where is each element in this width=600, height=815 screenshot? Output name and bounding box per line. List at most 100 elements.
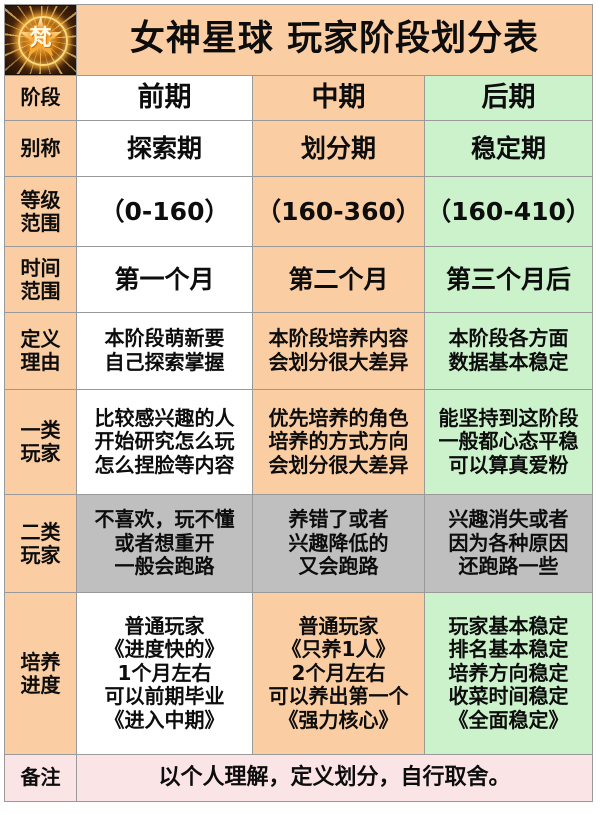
cell-line: 《全面稳定》	[448, 707, 569, 732]
cell-line: 比较感兴趣的人	[94, 405, 235, 430]
table-row: 一类 玩家 比较感兴趣的人 开始研究怎么玩 怎么捏脸等内容 优先培养的角色 培养…	[4, 389, 594, 495]
cell-line: 本阶段萌新要	[104, 326, 225, 351]
table-row: 培养 进度 普通玩家 《进度快的》 1个月左右 可以前期毕业 《进入中期》 普通…	[4, 592, 594, 755]
label-line: 理由	[20, 350, 61, 374]
cell-line: 一般都心态平稳	[438, 429, 579, 454]
cell-definition-late: 本阶段各方面 数据基本稳定	[423, 312, 594, 390]
cell-level-mid: （160-360）	[252, 176, 425, 247]
stage-header-early: 前期	[76, 75, 253, 121]
cell-line: 一般会跑路	[114, 554, 215, 579]
cell-line: 培养的方式方向	[268, 429, 409, 454]
cell-line: 可以算真爱粉	[448, 452, 569, 477]
cell-line: 排名基本稳定	[448, 637, 569, 662]
row-label-training-progress: 培养 进度	[4, 592, 77, 755]
row-label-remark: 备注	[4, 754, 77, 802]
label-line: 进度	[20, 672, 61, 697]
cell-type-one-mid: 优先培养的角色 培养的方式方向 会划分很大差异	[252, 389, 425, 495]
player-stage-table: 梵 女神星球 玩家阶段划分表 阶段 前期 中期 后期 别称 探索期 划分期 稳定…	[4, 4, 594, 802]
cell-line: 因为各种原因	[448, 530, 569, 555]
stage-header-row: 阶段 前期 中期 后期	[4, 75, 594, 121]
cell-alias-mid: 划分期	[252, 120, 425, 177]
cell-type-two-late: 兴趣消失或者 因为各种原因 还跑路一些	[423, 494, 594, 593]
table-body: 梵 女神星球 玩家阶段划分表 阶段 前期 中期 后期 别称 探索期 划分期 稳定…	[4, 4, 594, 802]
logo-character: 梵	[29, 25, 52, 51]
cell-line: 会划分很大差异	[268, 452, 409, 477]
cell-line: 兴趣消失或者	[448, 507, 569, 532]
cell-line: 培养方向稳定	[448, 660, 569, 685]
label-line: 等级	[20, 187, 61, 212]
cell-line: 养错了或者	[288, 507, 389, 532]
row-label-definition: 定义 理由	[4, 312, 77, 390]
cell-line: 可以前期毕业	[104, 684, 225, 709]
cell-line: 2个月左右	[291, 660, 386, 685]
label-line: 玩家	[20, 542, 61, 567]
cell-line: 不喜欢，玩不懂	[94, 507, 235, 532]
cell-line: 数据基本稳定	[448, 350, 569, 374]
table-row: 时间 范围 第一个月 第二个月 第三个月后	[4, 246, 594, 313]
cell-line: 还跑路一些	[458, 554, 559, 579]
cell-line: 又会跑路	[298, 554, 379, 579]
label-line: 玩家	[20, 441, 61, 465]
cell-definition-mid: 本阶段培养内容 会划分很大差异	[252, 312, 425, 390]
cell-level-early: （0-160）	[76, 176, 253, 247]
label-line: 培养	[20, 649, 61, 674]
cell-line: 自己探索掌握	[104, 350, 225, 374]
label-line: 范围	[20, 210, 61, 235]
title-row: 梵 女神星球 玩家阶段划分表	[4, 4, 594, 76]
row-label-alias: 别称	[4, 120, 77, 177]
cell-time-late: 第三个月后	[423, 246, 594, 313]
cell-line: 《进度快的》	[104, 637, 225, 662]
cell-time-mid: 第二个月	[252, 246, 425, 313]
row-label-time-range: 时间 范围	[4, 246, 77, 313]
label-line: 二类	[20, 519, 61, 544]
cell-line: 《进入中期》	[104, 707, 225, 732]
cell-line: 优先培养的角色	[268, 405, 409, 430]
cell-line: 《只养1人》	[281, 637, 396, 662]
table-row: 定义 理由 本阶段萌新要 自己探索掌握 本阶段培养内容 会划分很大差异 本阶段各…	[4, 312, 594, 390]
cell-line: 或者想重开	[114, 530, 215, 555]
table-row: 二类 玩家 不喜欢，玩不懂 或者想重开 一般会跑路 养错了或者 兴趣降低的 又会…	[4, 494, 594, 593]
cell-type-one-late: 能坚持到这阶段 一般都心态平稳 可以算真爱粉	[423, 389, 594, 495]
cell-alias-early: 探索期	[76, 120, 253, 177]
cell-line: 玩家基本稳定	[448, 613, 569, 638]
label-line: 时间	[20, 255, 61, 280]
footer-row: 备注 以个人理解，定义划分，自行取舍。	[4, 754, 594, 802]
cell-progress-early: 普通玩家 《进度快的》 1个月左右 可以前期毕业 《进入中期》	[76, 592, 253, 755]
cell-alias-late: 稳定期	[423, 120, 594, 177]
cell-line: 《强力核心》	[278, 707, 399, 732]
row-label-stage: 阶段	[4, 75, 77, 121]
glowing-star-emblem-icon: 梵	[5, 6, 76, 74]
cell-line: 兴趣降低的	[288, 530, 389, 555]
cell-level-late: （160-410）	[423, 176, 594, 247]
label-line: 定义	[20, 327, 61, 351]
cell-line: 会划分很大差异	[268, 350, 409, 374]
cell-line: 收菜时间稳定	[448, 684, 569, 709]
logo-cell: 梵	[4, 4, 77, 76]
cell-line: 开始研究怎么玩	[94, 429, 235, 454]
table-row: 等级 范围 （0-160） （160-360） （160-410）	[4, 176, 594, 247]
cell-line: 怎么捏脸等内容	[94, 452, 235, 477]
cell-type-two-mid: 养错了或者 兴趣降低的 又会跑路	[252, 494, 425, 593]
cell-line: 1个月左右	[117, 660, 212, 685]
footer-note: 以个人理解，定义划分，自行取舍。	[75, 754, 594, 802]
label-line: 一类	[20, 418, 61, 442]
cell-line: 普通玩家	[298, 613, 379, 638]
label-line: 范围	[20, 278, 61, 303]
cell-type-one-early: 比较感兴趣的人 开始研究怎么玩 怎么捏脸等内容	[76, 389, 253, 495]
stage-header-late: 后期	[423, 75, 594, 121]
cell-line: 本阶段各方面	[448, 326, 569, 351]
stage-header-mid: 中期	[252, 75, 425, 121]
cell-type-two-early: 不喜欢，玩不懂 或者想重开 一般会跑路	[76, 494, 253, 593]
cell-definition-early: 本阶段萌新要 自己探索掌握	[76, 312, 253, 390]
table-row: 别称 探索期 划分期 稳定期	[4, 120, 594, 177]
cell-time-early: 第一个月	[76, 246, 253, 313]
row-label-level-range: 等级 范围	[4, 176, 77, 247]
ring-icon	[17, 15, 68, 66]
cell-progress-mid: 普通玩家 《只养1人》 2个月左右 可以养出第一个 《强力核心》	[252, 592, 425, 755]
row-label-type-one-players: 一类 玩家	[4, 389, 77, 495]
cell-progress-late: 玩家基本稳定 排名基本稳定 培养方向稳定 收菜时间稳定 《全面稳定》	[423, 592, 594, 755]
cell-line: 本阶段培养内容	[268, 326, 409, 351]
cell-line: 普通玩家	[124, 613, 205, 638]
cell-line: 可以养出第一个	[268, 684, 409, 709]
